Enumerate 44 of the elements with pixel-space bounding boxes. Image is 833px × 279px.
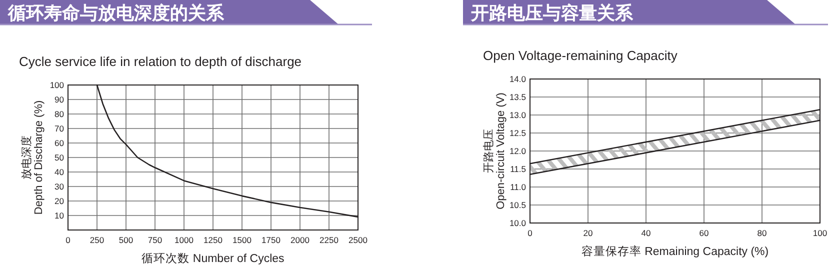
y-tick-label: 70 [54,124,64,134]
y-tick-label: 13.0 [509,110,526,120]
y-tick-label: 90 [54,94,64,104]
x-tick-label: 500 [118,235,134,245]
chart-subtitle: Open Voltage-remaining Capacity [483,48,678,63]
chart-title: 开路电压与容量关系 [470,3,634,23]
chart-subtitle: Cycle service life in relation to depth of discharge [19,54,302,69]
x-tick-label: 0 [528,228,533,238]
y-tick-label: 10.0 [509,218,526,228]
y-tick-label: 10.5 [509,200,526,210]
y-tick-label: 30 [54,182,64,192]
y-tick-label: 13.5 [509,92,526,102]
x-tick-label: 60 [699,228,709,238]
x-tick-label: 20 [583,228,593,238]
x-tick-label: 1250 [204,235,223,245]
x-tick-label: 2500 [348,235,368,245]
y-tick-label: 11.0 [510,182,526,192]
x-tick-label: 0 [66,235,71,245]
x-tick-label: 1750 [262,235,281,245]
y-tick-label: 12.0 [509,146,526,156]
y-tick-label: 80 [54,109,64,119]
y-tick-label: 20 [54,196,64,206]
x-tick-label: 40 [641,228,651,238]
x-axis-title: 容量保存率 Remaining Capacity (%) [581,244,769,258]
y-tick-label: 12.5 [509,128,526,138]
y-tick-label: 40 [54,167,64,177]
y-tick-label: 14.0 [509,74,526,84]
x-axis-title: 循环次数 Number of Cycles [142,252,285,265]
x-tick-label: 2250 [320,235,339,245]
x-tick-label: 1500 [232,235,252,245]
x-tick-label: 100 [812,228,828,238]
y-axis-title: 放电深度 Depth of Discharge (%) [20,100,45,215]
x-tick-label: 250 [90,235,104,245]
y-axis-title: 开路电压 Open-circuit Voltage (V) [482,92,507,210]
x-tick-label: 750 [148,235,162,245]
x-tick-label: 2000 [290,235,310,245]
y-tick-label: 50 [54,152,64,162]
x-tick-label: 80 [757,228,767,238]
chart-title: 循环寿命与放电深度的关系 [7,3,225,23]
y-tick-label: 60 [54,138,64,148]
y-tick-label: 10 [54,210,64,220]
x-tick-label: 1000 [174,235,194,245]
y-tick-label: 100 [50,80,64,90]
y-tick-label: 11.5 [510,164,526,174]
